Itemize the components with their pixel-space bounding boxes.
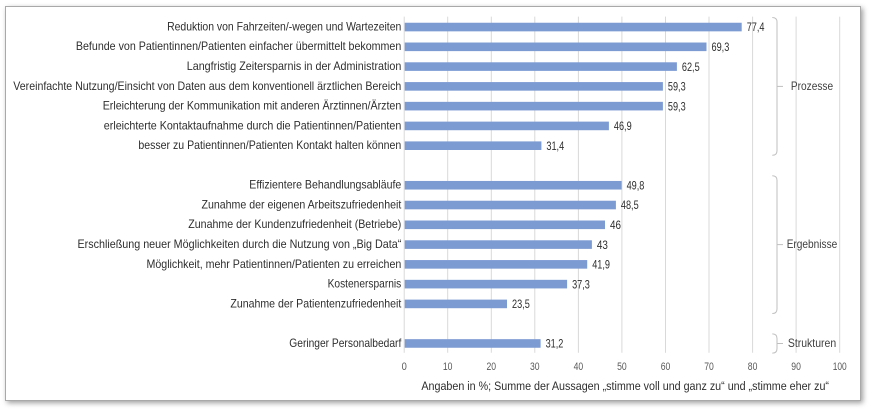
svg-text:41,9: 41,9 — [592, 258, 610, 272]
svg-text:59,3: 59,3 — [668, 80, 686, 94]
svg-text:Strukturen: Strukturen — [788, 336, 836, 350]
svg-text:Zunahme der Patientenzufrieden: Zunahme der Patientenzufriedenheit — [230, 296, 402, 310]
svg-text:23,5: 23,5 — [512, 297, 530, 311]
svg-text:70: 70 — [704, 361, 714, 373]
svg-text:40: 40 — [574, 361, 584, 373]
svg-text:31,4: 31,4 — [546, 139, 564, 153]
svg-text:77,4: 77,4 — [747, 20, 765, 34]
svg-text:Zunahme der eigenen Arbeitszuf: Zunahme der eigenen Arbeitszufriedenheit — [202, 197, 402, 211]
svg-text:Reduktion von Fahrzeiten/-wege: Reduktion von Fahrzeiten/-wegen und Wart… — [167, 19, 401, 33]
svg-text:60: 60 — [661, 361, 671, 373]
svg-text:Angaben in %; Summe der Aussag: Angaben in %; Summe der Aussagen „stimme… — [421, 379, 829, 393]
svg-text:Möglichkeit, mehr Patientinnen: Möglichkeit, mehr Patientinnen/Patienten… — [147, 257, 402, 271]
svg-text:43: 43 — [597, 238, 608, 252]
svg-text:69,3: 69,3 — [712, 40, 730, 54]
svg-text:48,5: 48,5 — [621, 198, 639, 212]
svg-text:80: 80 — [748, 361, 758, 373]
svg-text:Kostenersparnis: Kostenersparnis — [328, 277, 402, 291]
svg-text:besser zu Patientinnen/Patient: besser zu Patientinnen/Patienten Kontakt… — [138, 138, 401, 152]
svg-text:46: 46 — [610, 218, 621, 232]
svg-text:0: 0 — [402, 361, 407, 373]
svg-text:Befunde von Patientinnen/Patie: Befunde von Patientinnen/Patienten einfa… — [76, 39, 401, 53]
svg-text:62,5: 62,5 — [682, 60, 700, 74]
svg-text:37,3: 37,3 — [572, 277, 590, 291]
svg-text:Effizientere Behandlungsabläuf: Effizientere Behandlungsabläufe — [249, 178, 401, 192]
svg-text:Prozesse: Prozesse — [791, 79, 833, 93]
svg-text:30: 30 — [530, 361, 540, 373]
svg-text:Zunahme der Kundenzufriedenhei: Zunahme der Kundenzufriedenheit (Betrieb… — [188, 217, 401, 231]
svg-text:90: 90 — [791, 361, 801, 373]
svg-text:Erschließung neuer Möglichkeit: Erschließung neuer Möglichkeiten durch d… — [78, 237, 402, 251]
svg-text:Vereinfachte Nutzung/Einsicht: Vereinfachte Nutzung/Einsicht von Daten … — [13, 79, 401, 93]
svg-text:Geringer Personalbedarf: Geringer Personalbedarf — [289, 336, 402, 350]
svg-text:erleichterte Kontaktaufnahme d: erleichterte Kontaktaufnahme durch die P… — [104, 118, 402, 132]
svg-text:100: 100 — [833, 361, 847, 373]
svg-text:10: 10 — [443, 361, 453, 373]
svg-text:20: 20 — [487, 361, 497, 373]
svg-text:31,2: 31,2 — [546, 337, 564, 351]
svg-text:Erleichterung der Kommunikatio: Erleichterung der Kommunikation mit ande… — [103, 99, 402, 113]
svg-text:Langfristig Zeitersparnis in d: Langfristig Zeitersparnis in der Adminis… — [187, 59, 402, 73]
svg-text:46,9: 46,9 — [614, 119, 632, 133]
svg-text:Ergebnisse: Ergebnisse — [787, 237, 838, 251]
svg-text:59,3: 59,3 — [668, 99, 686, 113]
svg-text:50: 50 — [617, 361, 627, 373]
svg-text:49,8: 49,8 — [627, 178, 645, 192]
